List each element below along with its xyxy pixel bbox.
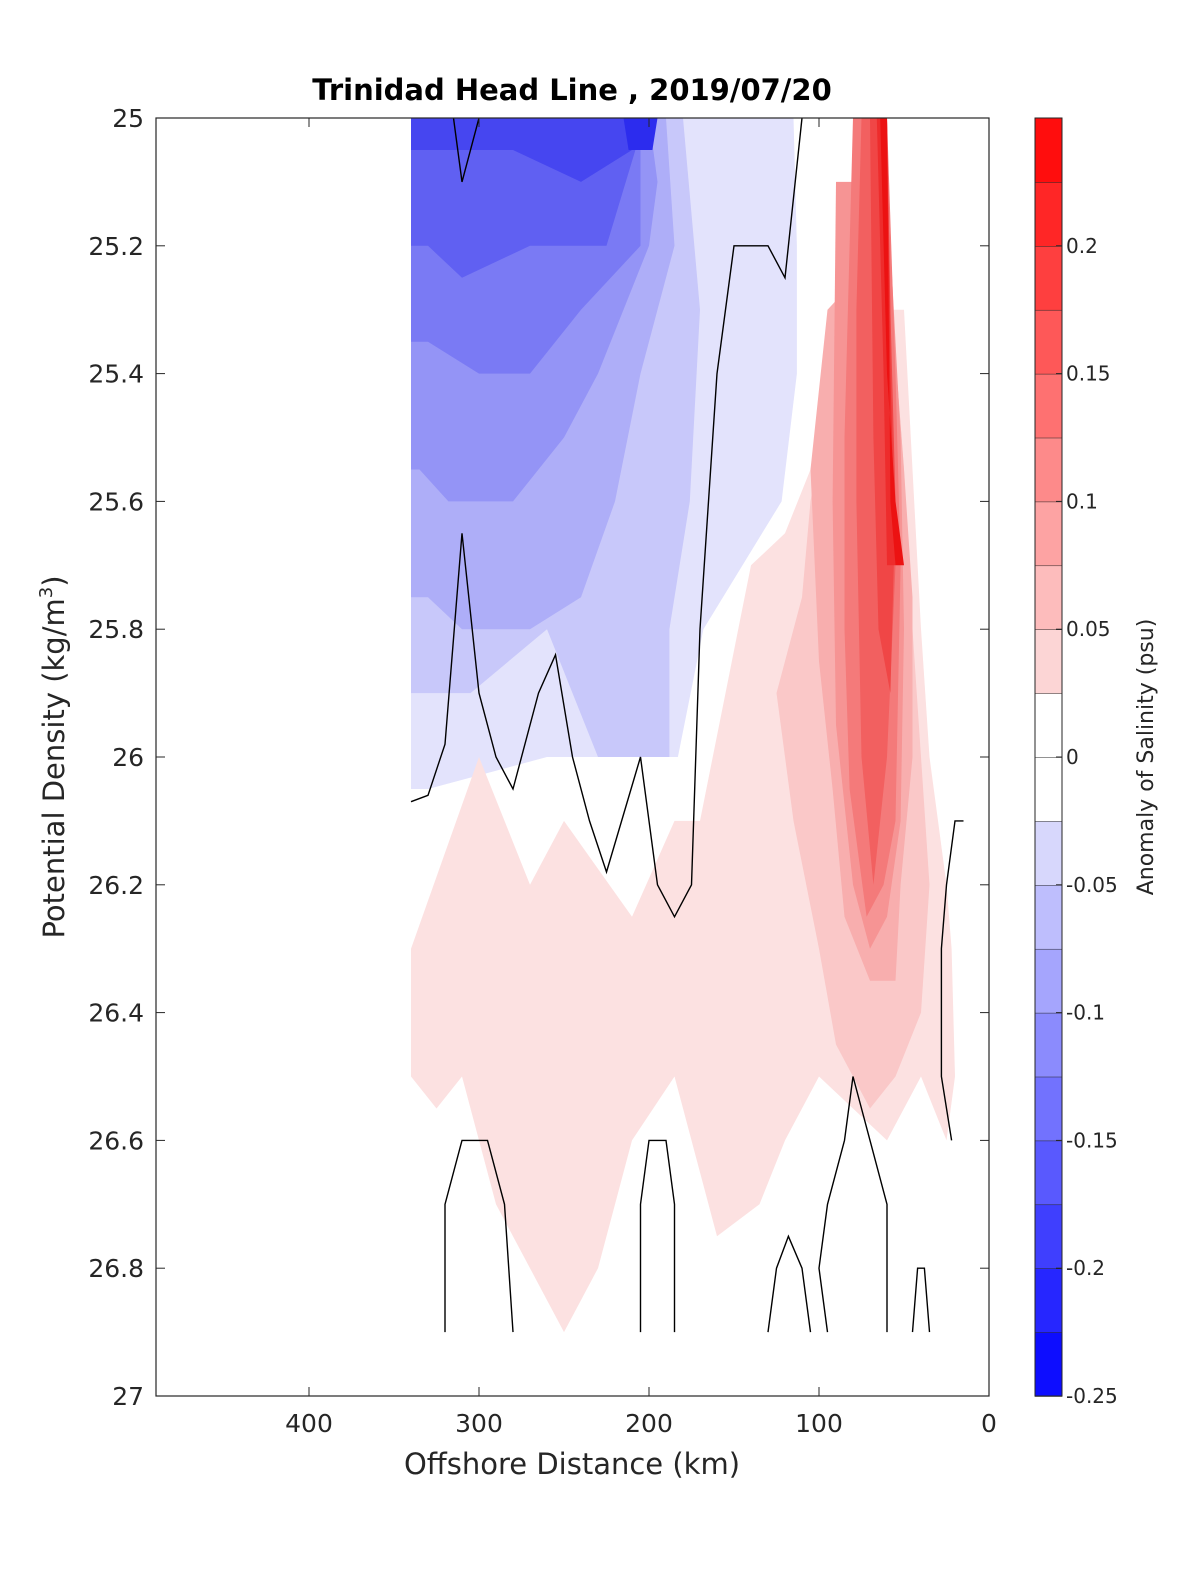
colorbar-swatch	[1034, 1140, 1063, 1206]
colorbar: -0.25 -0.2 -0.15 -0.1 -0.05 0 0.05 0.1 0.15 0.2 A…	[1034, 117, 1159, 1408]
y-tick-label: 25.8	[88, 615, 144, 644]
colorbar-swatch	[1034, 565, 1063, 630]
colorbar-swatch	[1034, 820, 1063, 886]
colorbar-swatch	[1034, 309, 1063, 375]
colorbar-swatch	[1034, 1204, 1063, 1269]
colorbar-swatch	[1034, 692, 1063, 758]
colorbar-tick-label: 0.1	[1066, 489, 1098, 513]
y-tick-label: 26.2	[88, 871, 144, 900]
x-tick-label: 100	[795, 1409, 843, 1438]
zero-contour-4	[767, 1234, 812, 1333]
contour-fill-6	[411, 118, 641, 182]
y-axis-label: Potential Density (kg/m3)	[36, 575, 71, 938]
zero-contour-3	[639, 1139, 676, 1333]
y-tick-label: 26.4	[88, 999, 144, 1028]
plot-area: 400 300 200 100 0 25 25.2 25.4 25.6 25.8 26 26.2 26…	[88, 104, 997, 1438]
colorbar-swatch	[1034, 1331, 1063, 1397]
contour-fill-7	[623, 118, 658, 150]
x-tick-label: 300	[455, 1409, 503, 1438]
colorbar-tick-label: 0.2	[1066, 234, 1098, 258]
x-axis: 400 300 200 100 0	[285, 118, 997, 1438]
zero-contour-6	[911, 1267, 931, 1333]
colorbar-swatch	[1034, 117, 1063, 183]
y-axis-label-superscript: 3	[36, 587, 57, 598]
colorbar-swatch	[1034, 245, 1063, 311]
y-tick-label: 25	[112, 104, 144, 133]
colorbar-swatch	[1034, 948, 1063, 1014]
x-tick-label: 400	[285, 1409, 333, 1438]
colorbar-swatch	[1034, 1267, 1063, 1333]
colorbar-ticks: -0.25 -0.2 -0.15 -0.1 -0.05 0 0.05 0.1 0.15 0.2	[1056, 234, 1118, 1408]
colorbar-swatch	[1034, 501, 1063, 567]
colorbar-swatch	[1034, 884, 1063, 950]
x-tick-label: 0	[981, 1409, 997, 1438]
colorbar-swatch	[1034, 373, 1063, 439]
contour-fill-16	[880, 118, 904, 566]
colorbar-label: Anomaly of Salinity (psu)	[1134, 619, 1159, 896]
y-tick-label: 26.8	[88, 1254, 144, 1283]
zero-contour-1	[452, 117, 480, 183]
colorbar-tick-label: -0.2	[1066, 1256, 1105, 1280]
colorbar-swatch	[1034, 756, 1063, 822]
zero-contour-lines	[410, 117, 964, 1333]
colorbar-tick-label: -0.25	[1066, 1384, 1118, 1408]
y-axis: 25 25.2 25.4 25.6 25.8 26 26.2 26.4 26.6 26.8 27	[88, 104, 989, 1411]
x-tick-label: 200	[625, 1409, 673, 1438]
y-tick-label: 25.4	[88, 360, 144, 389]
colorbar-tick-label: 0	[1066, 745, 1079, 769]
zero-contour-5	[818, 1076, 888, 1333]
chart-title: Trinidad Head Line , 2019/07/20	[312, 73, 832, 107]
y-axis-label-close: )	[37, 575, 71, 586]
colorbar-tick-label: -0.05	[1066, 873, 1118, 897]
x-axis-label: Offshore Distance (km)	[404, 1447, 740, 1481]
zero-contour-0	[410, 117, 803, 919]
colorbar-swatch	[1034, 437, 1063, 503]
colorbar-tick-label: 0.05	[1066, 617, 1111, 641]
zero-contour-7	[940, 820, 964, 1141]
colorbar-tick-label: -0.1	[1066, 1001, 1105, 1025]
colorbar-swatch	[1034, 181, 1063, 247]
y-tick-label: 26	[112, 743, 144, 772]
zero-contour-2	[444, 1139, 514, 1333]
colorbar-swatch	[1034, 1012, 1063, 1078]
y-tick-label: 25.2	[88, 232, 144, 261]
colorbar-swatch	[1034, 1076, 1063, 1142]
colorbar-tick-label: 0.15	[1066, 362, 1111, 386]
y-tick-label: 27	[112, 1382, 144, 1411]
y-axis-label-main: Potential Density (kg/m	[37, 598, 71, 938]
colorbar-tick-label: -0.15	[1066, 1128, 1118, 1152]
filled-contours	[411, 118, 955, 1333]
y-tick-label: 25.6	[88, 487, 144, 516]
colorbar-swatch	[1034, 628, 1063, 694]
y-tick-label: 26.6	[88, 1126, 144, 1155]
colorbar-swatches	[1034, 117, 1063, 1397]
